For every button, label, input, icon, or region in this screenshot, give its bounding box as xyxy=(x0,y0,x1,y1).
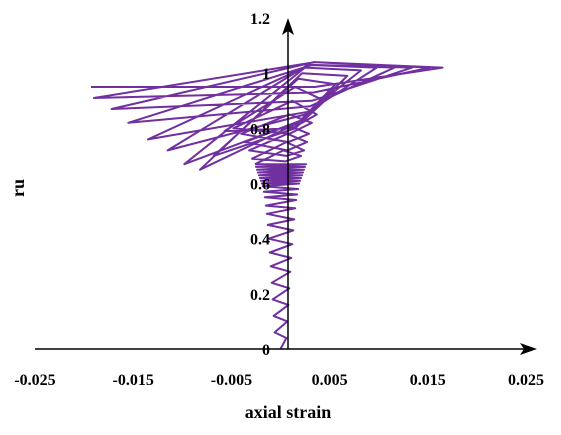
y-tick-label: 0.4 xyxy=(250,232,270,249)
y-tick-label: 1.2 xyxy=(250,11,270,28)
y-tick-label: 0.6 xyxy=(250,177,270,194)
x-axis-arrow xyxy=(520,343,537,355)
tick-labels: -0.025 -0.015 -0.005 0.005 0.015 0.025 0 0.2 0.4… xyxy=(14,11,544,389)
y-axis-arrow xyxy=(282,18,294,35)
x-tick-label: -0.025 xyxy=(14,372,55,389)
series-line-2 xyxy=(91,61,444,171)
x-axis-title: axial strain xyxy=(245,402,332,422)
y-tick-label: 0 xyxy=(262,342,270,359)
x-tick-label: -0.005 xyxy=(211,372,252,389)
x-tick-label: 0.025 xyxy=(508,372,544,389)
x-tick-label: 0.015 xyxy=(410,372,446,389)
axes xyxy=(35,18,537,355)
plot-area xyxy=(91,61,444,350)
x-tick-label: -0.015 xyxy=(113,372,154,389)
y-axis-title: ru xyxy=(8,179,28,197)
y-tick-label: 0.8 xyxy=(250,121,270,138)
x-tick-label: 0.005 xyxy=(312,372,348,389)
y-tick-label: 0.2 xyxy=(250,287,270,304)
series-line-1 xyxy=(255,163,307,350)
y-tick-label: 1 xyxy=(262,66,270,83)
